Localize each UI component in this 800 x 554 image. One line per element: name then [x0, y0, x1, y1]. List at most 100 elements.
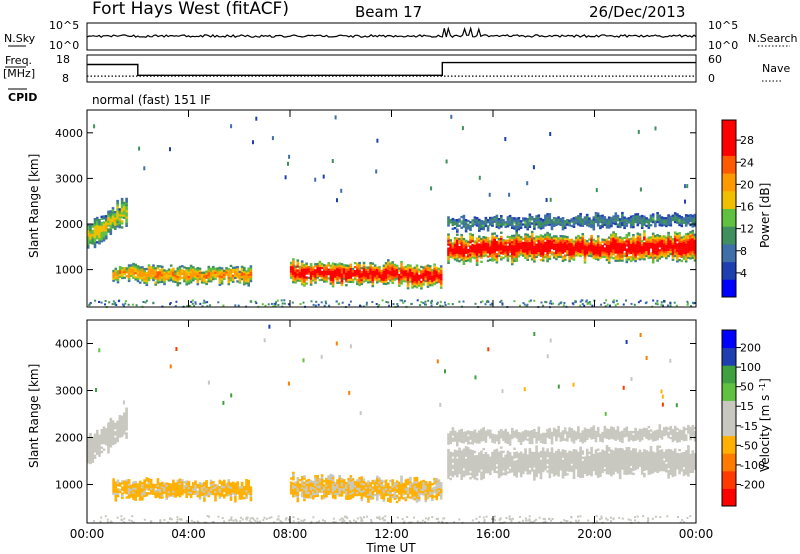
- heatmap-cell: [682, 235, 686, 238]
- heatmap-cell: [572, 223, 576, 226]
- heatmap-cell: [296, 261, 300, 264]
- heatmap-cell: [568, 257, 571, 261]
- heatmap-cell: [123, 486, 126, 490]
- heatmap-cell: [143, 270, 146, 273]
- heatmap-cell: [539, 219, 543, 222]
- heatmap-cell: [607, 244, 611, 248]
- heatmap-cell: [393, 482, 397, 485]
- heatmap-cell: [581, 224, 585, 227]
- heatmap-cell: [371, 285, 375, 288]
- heatmap-cell: [456, 450, 459, 453]
- heatmap-cell: [572, 217, 576, 220]
- heatmap-cell: [451, 473, 455, 476]
- heatmap-cell: [163, 269, 166, 272]
- heatmap-cell: [200, 273, 204, 276]
- heatmap-cell: [526, 222, 529, 225]
- heatmap-cell: [678, 240, 681, 243]
- heatmap-cell: [676, 243, 679, 246]
- heatmap-cell: [132, 270, 135, 273]
- heatmap-cell: [327, 479, 330, 482]
- heatmap-cell: [323, 484, 326, 487]
- heatmap-cell: [404, 479, 408, 482]
- heatmap-cell: [243, 266, 246, 270]
- heatmap-cell: [524, 233, 527, 236]
- heatmap-cell: [589, 303, 592, 306]
- heatmap-cell: [625, 254, 629, 257]
- heatmap-cell: [663, 299, 665, 302]
- heatmap-cell: [497, 254, 501, 257]
- heatmap-cell: [689, 223, 692, 227]
- heatmap-cell: [413, 491, 417, 495]
- heatmap-cell: [435, 281, 439, 284]
- heatmap-cell: [165, 497, 168, 500]
- heatmap-cell: [431, 489, 434, 493]
- heatmap-cell: [640, 218, 644, 222]
- heatmap-cell: [549, 132, 552, 136]
- heatmap-cell: [178, 482, 182, 486]
- heatmap-cell: [497, 237, 501, 241]
- heatmap-cell: [345, 268, 348, 271]
- heatmap-cell: [400, 481, 403, 485]
- heatmap-cell: [340, 477, 344, 481]
- heatmap-cell: [225, 487, 228, 490]
- heatmap-cell: [156, 265, 160, 268]
- heatmap-cell: [513, 238, 516, 242]
- heatmap-cell: [165, 488, 168, 492]
- heatmap-cell: [464, 460, 468, 464]
- heatmap-cell: [391, 277, 394, 280]
- heatmap-cell: [669, 237, 673, 241]
- heatmap-cell: [478, 247, 481, 250]
- heatmap-cell: [296, 477, 300, 480]
- heatmap-cell: [318, 480, 322, 483]
- heatmap-cell: [511, 220, 514, 224]
- heatmap-cell: [136, 273, 140, 276]
- heatmap-cell: [495, 466, 499, 469]
- heatmap-cell: [528, 250, 532, 253]
- heatmap-cell: [491, 240, 494, 244]
- heatmap-cell: [395, 496, 399, 500]
- heatmap-cell: [651, 249, 655, 252]
- heatmap-cell: [687, 254, 690, 257]
- heatmap-cell: [535, 237, 538, 240]
- heatmap-cell: [585, 246, 589, 249]
- heatmap-cell: [169, 302, 172, 304]
- heatmap-cell: [86, 448, 90, 451]
- heatmap-cell: [86, 232, 90, 235]
- heatmap-cell: [671, 252, 675, 255]
- heatmap-cell: [656, 212, 659, 215]
- heatmap-cell: [484, 452, 488, 455]
- heatmap-cell: [303, 264, 306, 267]
- heatmap-cell: [176, 483, 180, 487]
- heatmap-cell: [643, 238, 646, 241]
- heatmap-cell: [563, 258, 567, 261]
- heatmap-cell: [537, 218, 541, 221]
- heatmap-cell: [658, 214, 662, 217]
- heatmap-cell: [544, 220, 547, 223]
- heatmap-cell: [402, 280, 405, 283]
- heatmap-cell: [508, 238, 512, 241]
- heatmap-cell: [254, 300, 257, 303]
- heatmap-cell: [120, 222, 124, 225]
- heatmap-cell: [568, 224, 571, 227]
- heatmap-cell: [449, 245, 452, 248]
- heatmap-cell: [563, 235, 567, 238]
- heatmap-cell: [511, 226, 514, 229]
- heatmap-cell: [312, 268, 315, 271]
- heatmap-cell: [526, 244, 529, 247]
- heatmap-cell: [530, 299, 532, 302]
- heatmap-cell: [656, 214, 659, 217]
- heatmap-cell: [506, 239, 510, 242]
- heatmap-cell: [441, 305, 444, 308]
- heatmap-cell: [376, 498, 379, 501]
- heatmap-cell: [292, 471, 295, 475]
- heatmap-cell: [89, 224, 92, 227]
- heatmap-cell: [585, 250, 589, 253]
- heatmap-cell: [451, 219, 455, 223]
- heatmap-cell: [147, 486, 151, 489]
- heatmap-cell: [294, 277, 297, 280]
- heatmap-cell: [214, 496, 217, 500]
- heatmap-cell: [380, 492, 383, 495]
- heatmap-cell: [91, 231, 94, 235]
- heatmap-cell: [539, 236, 543, 239]
